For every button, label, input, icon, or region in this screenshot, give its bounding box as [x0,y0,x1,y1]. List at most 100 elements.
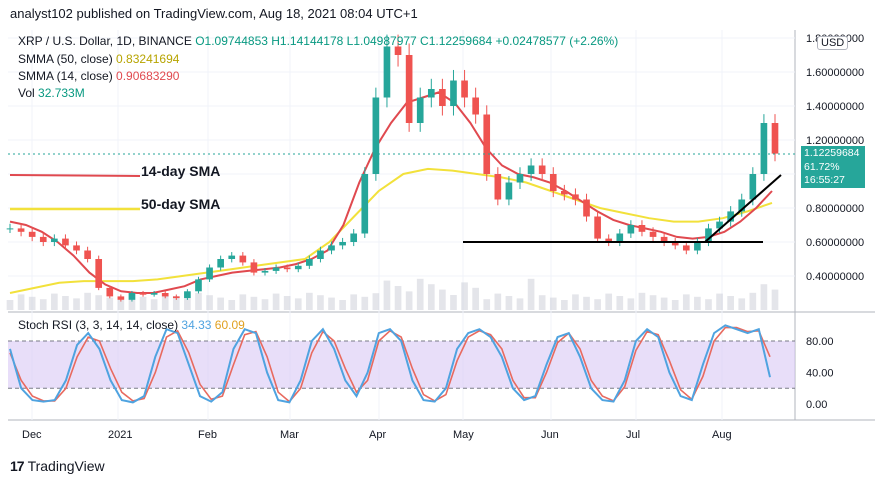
trend-line [704,174,782,243]
time-tick-label: Aug [712,429,732,441]
time-tick-label: Jul [626,429,640,441]
volume-bar [694,296,701,310]
candle-body [705,228,712,242]
candle-body [28,231,36,237]
volume-bar [106,297,114,310]
volume-bar [217,297,224,310]
time-tick-label: May [453,429,474,441]
volume-bar [516,298,524,310]
volume-bar [671,300,679,310]
candle-body [638,225,646,232]
volume-bar [394,286,402,310]
volume-bar [250,296,258,310]
candle-body [572,194,579,200]
candle-body [139,293,147,295]
volume-bar [239,294,247,310]
volume-bar [383,280,391,310]
candle-body [261,270,269,273]
volume-bar [583,296,590,310]
price-tick-label: 0.80000000 [806,203,864,215]
candle-body [671,242,679,246]
volume-bar [594,299,601,310]
volume-bar [184,298,191,310]
candle-body [95,259,103,288]
candle-body [184,291,191,299]
candle-body [660,236,668,242]
volume-bar [306,292,313,310]
time-tick-label: Mar [280,429,299,441]
candle-body [727,211,734,222]
volume-bar [206,295,213,310]
price-tick-label: 1.60000000 [806,67,864,79]
volume-bar [150,299,158,310]
price-tick-label: 0.60000000 [806,237,864,249]
candle-body [317,250,324,259]
volume-bar [139,296,147,310]
candle-body [350,233,358,242]
volume-bar [372,293,380,310]
volume-bar [616,296,624,310]
sma50-annotation: 50-day SMA [141,196,221,212]
candle-body [294,265,302,270]
stoch-legend: Stoch RSI (3, 3, 14, 14, close) 34.33 60… [18,318,245,332]
candle-body [283,267,291,270]
volume-bar [749,292,757,310]
volume-bar [172,296,180,310]
volume-bar [627,298,635,310]
time-tick-label: Dec [22,429,42,441]
volume-bar [195,292,202,310]
candle-body [62,238,69,246]
volume-bar [682,294,690,310]
volume-bar [294,298,302,310]
sma50-line [9,167,773,294]
volume-bar [283,296,291,310]
candle-body [450,80,457,106]
candle-body [749,174,757,200]
publish-header: analyst102 published on TradingView.com,… [10,6,418,21]
volume-bar [638,292,646,310]
candle-body [561,191,568,195]
candle-body [416,97,424,123]
candle-body [627,225,635,234]
candle-body [505,182,513,200]
candle-body [461,80,468,98]
candle-body [339,242,346,246]
volume-bar [62,296,69,310]
volume-bar [261,299,269,310]
volume-bar [350,294,358,310]
volume-bar [228,300,236,310]
candle-body [361,174,369,234]
volume-bar [472,287,479,310]
candle-body [172,296,180,299]
candle-body [616,233,624,242]
candle-body [738,199,746,212]
candle-body [328,245,335,251]
volume-bar [95,295,103,310]
time-tick-label: 2021 [108,429,132,441]
volume-bar [527,278,535,310]
candle-body [527,165,535,174]
volume-bar [771,289,779,310]
candle-body [494,174,502,200]
volume-bar [605,293,613,310]
sma14-legend: SMMA (14, close) 0.90683290 [18,69,179,83]
currency-badge[interactable]: USD [817,36,849,50]
tradingview-footer[interactable]: 17 TradingView [10,458,105,474]
volume-bar [649,295,657,310]
candle-body [538,165,546,174]
candle-body [217,259,224,268]
time-tick-label: Jun [541,429,559,441]
candle-body [583,199,590,217]
sma50-legend: SMMA (50, close) 0.83241694 [18,52,179,66]
candle-body [73,245,80,251]
candle-body [405,55,413,123]
volume-bar [6,300,14,310]
volume-bar [538,295,546,310]
bar-countdown: 16:55:27 [804,174,845,186]
candle-body [682,245,690,251]
candle-body [483,114,491,174]
volume-bar [339,300,346,310]
price-tick-label: 1.40000000 [806,101,864,113]
sma14-line [9,91,773,294]
